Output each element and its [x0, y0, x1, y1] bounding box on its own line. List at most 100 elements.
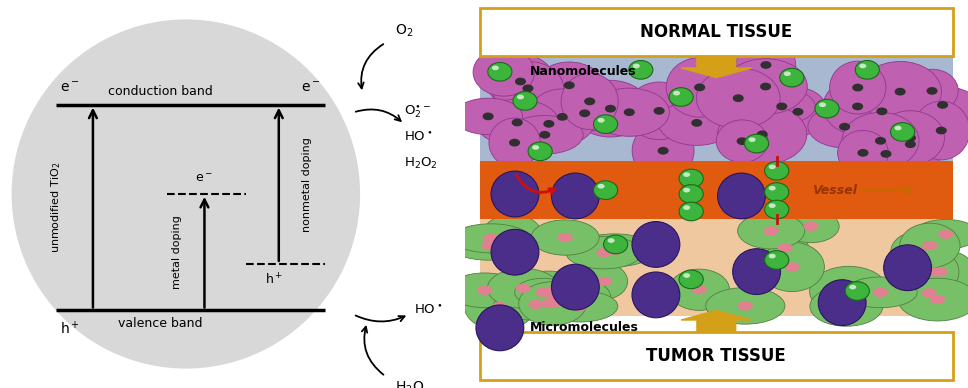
Ellipse shape	[597, 277, 613, 286]
Ellipse shape	[494, 289, 578, 320]
Ellipse shape	[891, 232, 946, 272]
Text: H$_2$O$_2$: H$_2$O$_2$	[405, 156, 439, 171]
Ellipse shape	[706, 288, 785, 324]
Ellipse shape	[492, 302, 507, 311]
Ellipse shape	[850, 126, 922, 182]
Ellipse shape	[473, 48, 534, 96]
Text: NORMAL TISSUE: NORMAL TISSUE	[640, 23, 793, 41]
Ellipse shape	[923, 241, 937, 250]
Bar	[480, 219, 953, 316]
Ellipse shape	[543, 120, 555, 128]
Text: HO$^\bullet$: HO$^\bullet$	[405, 130, 433, 144]
Ellipse shape	[593, 115, 618, 133]
Ellipse shape	[448, 273, 522, 308]
Ellipse shape	[764, 226, 778, 236]
Ellipse shape	[757, 130, 768, 138]
Ellipse shape	[716, 120, 768, 163]
Text: O$_2$: O$_2$	[395, 23, 413, 39]
Ellipse shape	[491, 229, 539, 275]
Ellipse shape	[529, 300, 543, 309]
Ellipse shape	[733, 94, 743, 102]
Ellipse shape	[876, 111, 945, 165]
Ellipse shape	[517, 102, 581, 146]
Ellipse shape	[926, 267, 941, 277]
Ellipse shape	[517, 95, 524, 99]
Ellipse shape	[481, 241, 497, 250]
Ellipse shape	[849, 285, 857, 289]
Ellipse shape	[493, 61, 563, 115]
Ellipse shape	[839, 123, 850, 131]
Ellipse shape	[898, 278, 968, 321]
Ellipse shape	[905, 249, 968, 294]
Ellipse shape	[499, 68, 509, 76]
Ellipse shape	[483, 113, 494, 120]
FancyArrow shape	[681, 56, 751, 78]
Ellipse shape	[626, 82, 691, 140]
Ellipse shape	[932, 267, 948, 277]
Ellipse shape	[856, 61, 879, 79]
Ellipse shape	[683, 188, 690, 192]
Ellipse shape	[777, 243, 793, 253]
Ellipse shape	[899, 223, 960, 268]
Ellipse shape	[784, 262, 800, 272]
Ellipse shape	[937, 101, 948, 109]
Text: valence band: valence band	[118, 317, 202, 331]
Ellipse shape	[873, 288, 889, 297]
Ellipse shape	[894, 88, 906, 95]
Ellipse shape	[519, 282, 587, 326]
Ellipse shape	[875, 137, 886, 145]
Ellipse shape	[539, 131, 550, 139]
Ellipse shape	[487, 268, 559, 308]
Ellipse shape	[542, 291, 618, 322]
Ellipse shape	[907, 87, 968, 123]
Ellipse shape	[810, 286, 883, 326]
Ellipse shape	[837, 130, 889, 175]
Ellipse shape	[680, 169, 703, 188]
Ellipse shape	[717, 104, 806, 165]
Ellipse shape	[852, 84, 863, 92]
Text: conduction band: conduction band	[107, 85, 212, 98]
Ellipse shape	[691, 119, 703, 127]
Ellipse shape	[482, 214, 542, 257]
Ellipse shape	[658, 100, 735, 146]
Ellipse shape	[669, 88, 693, 106]
Ellipse shape	[765, 161, 789, 180]
Ellipse shape	[692, 285, 707, 294]
Ellipse shape	[905, 134, 916, 142]
Ellipse shape	[769, 165, 775, 169]
Ellipse shape	[596, 248, 612, 257]
Ellipse shape	[724, 59, 807, 114]
Ellipse shape	[769, 186, 775, 191]
Ellipse shape	[529, 142, 552, 161]
Ellipse shape	[515, 278, 571, 306]
Ellipse shape	[535, 288, 551, 297]
Ellipse shape	[911, 247, 925, 256]
Ellipse shape	[760, 242, 825, 292]
Text: h$^+$: h$^+$	[265, 272, 284, 288]
Ellipse shape	[761, 61, 771, 69]
Ellipse shape	[545, 299, 560, 308]
Ellipse shape	[529, 89, 596, 145]
Ellipse shape	[593, 181, 618, 199]
Ellipse shape	[522, 288, 577, 319]
Ellipse shape	[696, 68, 780, 128]
Ellipse shape	[545, 291, 560, 300]
Text: unmodified TiO$_2$: unmodified TiO$_2$	[48, 162, 63, 253]
Ellipse shape	[841, 286, 857, 296]
Ellipse shape	[717, 173, 766, 219]
FancyBboxPatch shape	[480, 8, 953, 56]
Ellipse shape	[477, 286, 493, 295]
Ellipse shape	[738, 213, 804, 249]
Ellipse shape	[571, 80, 650, 137]
Ellipse shape	[776, 102, 787, 110]
Text: Vessel: Vessel	[812, 184, 858, 197]
Ellipse shape	[769, 203, 775, 208]
Text: h$^+$: h$^+$	[60, 320, 80, 338]
Ellipse shape	[818, 280, 866, 326]
Ellipse shape	[858, 149, 868, 157]
Ellipse shape	[808, 106, 881, 148]
Ellipse shape	[913, 220, 968, 249]
Ellipse shape	[765, 200, 789, 219]
Ellipse shape	[491, 171, 539, 217]
Ellipse shape	[891, 123, 915, 141]
